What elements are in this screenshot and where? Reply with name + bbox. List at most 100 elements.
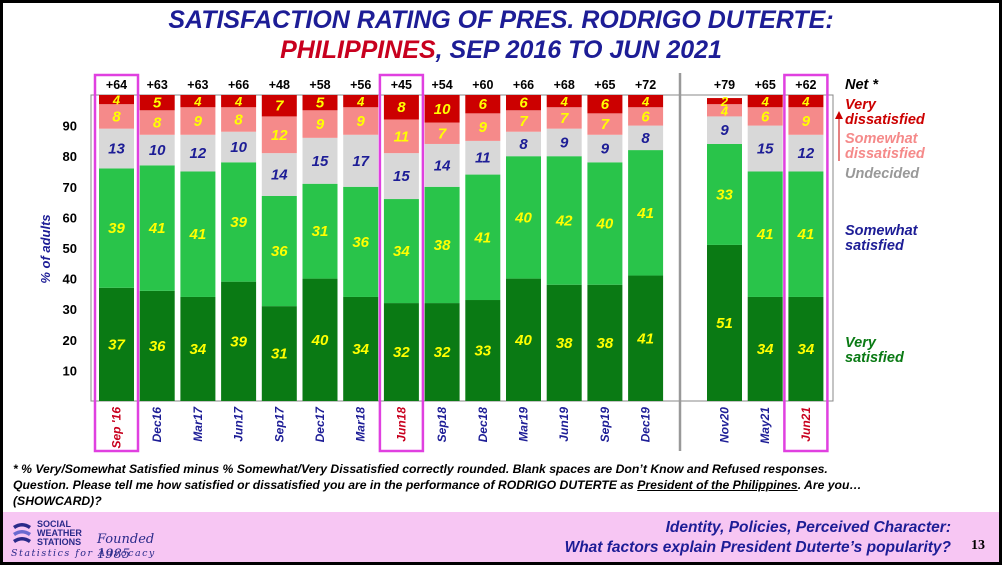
bar-segment bbox=[343, 95, 379, 108]
data-label: 15 bbox=[393, 168, 410, 185]
y-tick-label: 20 bbox=[63, 333, 77, 348]
data-label: 7 bbox=[438, 125, 447, 142]
bar-segment bbox=[465, 140, 501, 175]
page-number: 13 bbox=[971, 538, 985, 553]
bar-segment bbox=[221, 107, 257, 132]
x-tick-label: Sep17 bbox=[272, 406, 286, 443]
bar-segment bbox=[587, 113, 623, 135]
data-label: 31 bbox=[312, 223, 329, 240]
data-label: 4 bbox=[112, 93, 121, 108]
bar-segment bbox=[707, 244, 742, 401]
data-label: 11 bbox=[394, 128, 410, 145]
slide: SATISFACTION RATING OF PRES. RODRIGO DUT… bbox=[3, 3, 999, 562]
net-label: +68 bbox=[554, 78, 575, 92]
data-label: 7 bbox=[519, 113, 528, 130]
highlight-box bbox=[378, 73, 425, 453]
data-label: 38 bbox=[597, 335, 614, 352]
bar-segment bbox=[465, 174, 501, 301]
bar-segment bbox=[139, 165, 175, 291]
data-label: 8 bbox=[519, 136, 528, 153]
bar-segment bbox=[261, 153, 297, 196]
bar-segment bbox=[506, 110, 541, 132]
logo-text-weather: WEATHER bbox=[37, 528, 82, 538]
data-label: 7 bbox=[560, 110, 569, 127]
net-label: +72 bbox=[635, 78, 656, 92]
legend-label: dissatisfied bbox=[845, 146, 926, 162]
sws-logo-icon bbox=[13, 523, 31, 543]
data-label: 9 bbox=[479, 119, 488, 136]
bar-segment bbox=[587, 162, 623, 285]
bar-segment bbox=[343, 186, 379, 297]
data-label: 7 bbox=[275, 98, 284, 115]
highlight-box bbox=[783, 73, 829, 453]
logo-founded: Founded 1985 bbox=[97, 532, 155, 562]
bar-segment bbox=[546, 107, 582, 129]
data-label: 9 bbox=[802, 113, 811, 130]
net-label: +65 bbox=[594, 78, 615, 92]
bar-segment bbox=[343, 296, 379, 401]
net-label: +64 bbox=[106, 78, 127, 92]
footer-bar: SOCIAL WEATHER STATIONS Founded 1985 Sta… bbox=[3, 512, 999, 562]
net-label: +48 bbox=[269, 78, 290, 92]
bar-segment bbox=[747, 296, 783, 401]
data-label: 12 bbox=[190, 145, 207, 162]
y-tick-label: 70 bbox=[63, 180, 77, 195]
data-label: 5 bbox=[316, 95, 325, 112]
bar-segment bbox=[546, 95, 582, 108]
net-label: +54 bbox=[431, 78, 452, 92]
bar-segment bbox=[139, 134, 175, 166]
bar-segment bbox=[383, 95, 419, 120]
y-tick-label: 10 bbox=[63, 363, 77, 378]
data-label: 33 bbox=[716, 186, 733, 203]
bar-segment bbox=[383, 153, 419, 200]
bar-segment bbox=[788, 95, 824, 108]
data-label: 6 bbox=[479, 96, 488, 113]
legend-label: Somewhat bbox=[845, 131, 919, 147]
x-tick-label: Mar19 bbox=[517, 407, 531, 442]
chart-title: SATISFACTION RATING OF PRES. RODRIGO DUT… bbox=[168, 6, 834, 34]
x-tick-label: Jun17 bbox=[232, 406, 246, 442]
data-label: 36 bbox=[149, 338, 166, 355]
data-label: 9 bbox=[560, 134, 569, 151]
bar-segment bbox=[424, 122, 460, 144]
highlight-box bbox=[93, 73, 140, 453]
x-tick-label: Dec16 bbox=[150, 407, 164, 443]
data-label: 7 bbox=[601, 116, 610, 133]
data-label: 36 bbox=[271, 243, 288, 260]
logo-text-stations: STATIONS bbox=[37, 537, 82, 547]
y-tick-label: 40 bbox=[63, 272, 77, 287]
bar-segment bbox=[747, 171, 783, 297]
bar-segment bbox=[261, 306, 297, 401]
bar-segment bbox=[99, 287, 134, 401]
net-label: +45 bbox=[391, 78, 412, 92]
bar-segment bbox=[628, 95, 664, 108]
bar-segment bbox=[180, 296, 216, 401]
data-label: 10 bbox=[434, 101, 451, 118]
bar-segment bbox=[628, 107, 664, 126]
net-label: +60 bbox=[472, 78, 493, 92]
chart-subtitle: PHILIPPINES, SEP 2016 TO JUN 2021 bbox=[3, 36, 999, 65]
bar-segment bbox=[99, 128, 134, 169]
bar-segment bbox=[261, 195, 297, 307]
data-label: 9 bbox=[357, 113, 366, 130]
data-label: 8 bbox=[397, 99, 406, 116]
data-label: 40 bbox=[311, 332, 329, 349]
data-label: 10 bbox=[230, 139, 247, 156]
legend-label: Undecided bbox=[845, 166, 920, 182]
net-label: +62 bbox=[795, 78, 816, 92]
bar-segment bbox=[139, 110, 175, 135]
net-label: +58 bbox=[309, 78, 330, 92]
logo-tagline: Statistics for Advocacy bbox=[11, 548, 156, 559]
data-label: 9 bbox=[316, 116, 325, 133]
data-label: 2 bbox=[720, 94, 729, 109]
bar-segment bbox=[587, 284, 623, 401]
data-label: 4 bbox=[761, 94, 770, 109]
bar-segment bbox=[139, 290, 175, 401]
bar-segment bbox=[424, 186, 460, 304]
legend-label: Very bbox=[845, 97, 877, 113]
data-label: 31 bbox=[271, 346, 288, 363]
x-tick-label: May21 bbox=[758, 407, 772, 444]
bar-segment bbox=[343, 107, 379, 135]
x-tick-label: Mar17 bbox=[191, 406, 205, 442]
x-tick-label: Dec17 bbox=[313, 406, 327, 443]
